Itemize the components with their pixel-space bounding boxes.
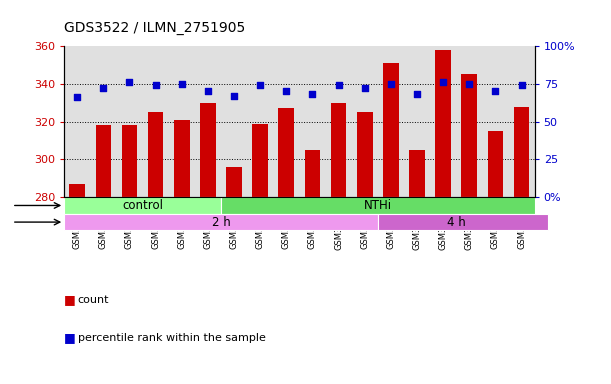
Bar bbox=[435, 50, 451, 384]
Point bbox=[464, 81, 474, 87]
Bar bbox=[357, 112, 373, 384]
Bar bbox=[378, 214, 547, 230]
Point bbox=[229, 93, 239, 99]
Bar bbox=[200, 103, 216, 384]
Point bbox=[517, 82, 527, 88]
Point bbox=[72, 94, 82, 101]
Bar bbox=[488, 131, 503, 384]
Text: count: count bbox=[78, 295, 109, 305]
Text: ■: ■ bbox=[64, 293, 76, 306]
Point bbox=[412, 91, 422, 98]
Text: GDS3522 / ILMN_2751905: GDS3522 / ILMN_2751905 bbox=[64, 21, 246, 35]
Point bbox=[177, 81, 187, 87]
Point bbox=[386, 81, 396, 87]
Point bbox=[282, 88, 291, 94]
Bar bbox=[461, 74, 477, 384]
Point bbox=[307, 91, 317, 98]
Point bbox=[334, 82, 343, 88]
Bar bbox=[148, 112, 164, 384]
Point bbox=[491, 88, 500, 94]
Bar bbox=[221, 197, 535, 214]
Bar bbox=[174, 120, 189, 384]
Bar bbox=[70, 184, 85, 384]
Point bbox=[125, 79, 134, 85]
Bar bbox=[514, 106, 529, 384]
Point bbox=[255, 82, 265, 88]
Text: percentile rank within the sample: percentile rank within the sample bbox=[78, 333, 265, 343]
Bar bbox=[252, 124, 268, 384]
Bar bbox=[95, 126, 111, 384]
Text: ■: ■ bbox=[64, 331, 76, 344]
Point bbox=[360, 85, 370, 91]
Point bbox=[203, 88, 213, 94]
Text: 4 h: 4 h bbox=[447, 215, 466, 228]
Bar bbox=[305, 150, 320, 384]
Bar bbox=[279, 108, 294, 384]
Bar bbox=[122, 126, 137, 384]
Text: 2 h: 2 h bbox=[211, 215, 230, 228]
Point bbox=[151, 82, 161, 88]
Bar bbox=[226, 167, 242, 384]
Text: NTHi: NTHi bbox=[364, 199, 392, 212]
Text: control: control bbox=[122, 199, 163, 212]
Bar bbox=[64, 197, 221, 214]
Bar bbox=[383, 63, 399, 384]
Point bbox=[98, 85, 108, 91]
Point bbox=[438, 79, 448, 85]
Bar bbox=[331, 103, 346, 384]
Bar bbox=[409, 150, 425, 384]
Bar bbox=[64, 214, 378, 230]
